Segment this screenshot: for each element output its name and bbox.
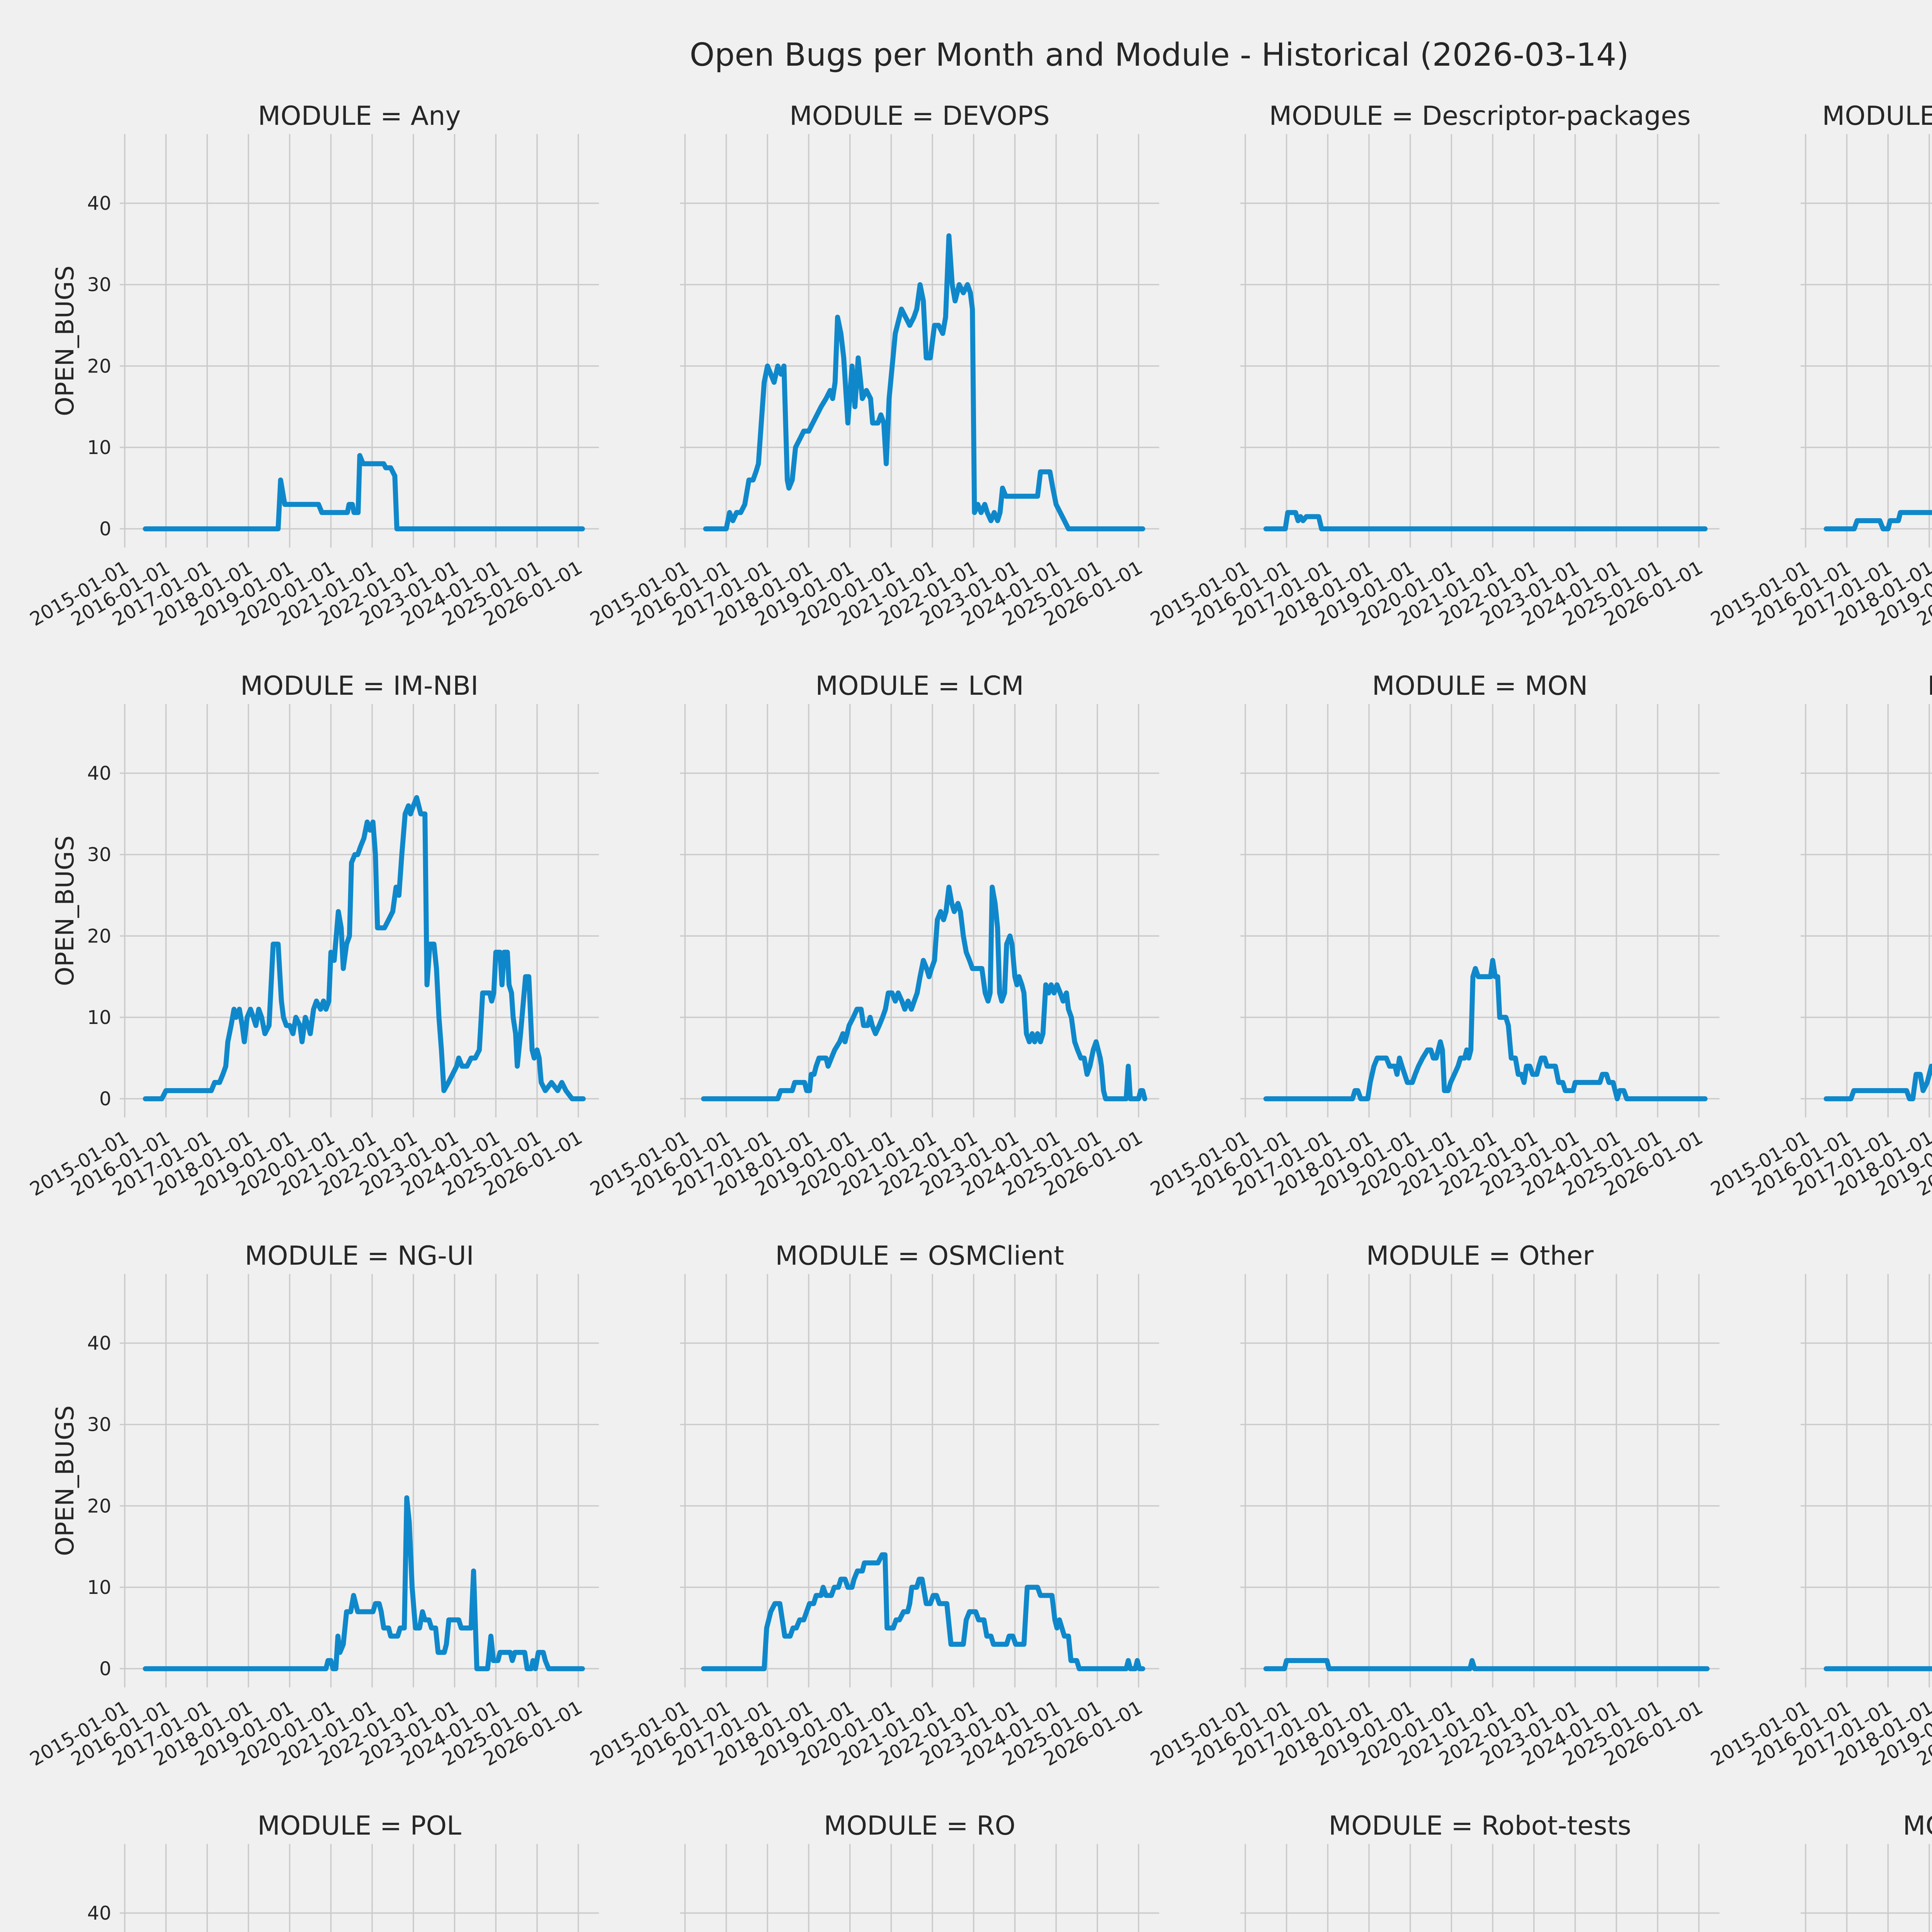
plot-svg-n2vc: 2015-01-012016-01-012017-01-012018-01-01… [1707, 704, 1932, 1201]
y-tick-label: 20 [87, 355, 111, 377]
facet-title-ro: MODULE = RO [823, 1811, 1016, 1841]
series-line-pla [1823, 1666, 1932, 1672]
facet-title-ng-ui: MODULE = NG-UI [245, 1241, 474, 1271]
facet-any: MODULE = Any 0 10 20 30 40 OPEN_BUGS 2015-01-01… [26, 99, 618, 662]
plot-svg-robot-tests: 2015-01-012016-01-012017-01-012018-01-01… [1240, 1844, 1719, 1932]
facet-robot-tests: MODULE = Robot-tests2015-01-012016-01-01… [1179, 1808, 1739, 1932]
facet-title-pla: MODULE = PLA [1801, 1238, 1932, 1274]
y-tick-label: 0 [99, 1088, 111, 1110]
facet-n2vc: MODULE = N2VC2015-01-012016-01-012017-01… [1707, 668, 1932, 1231]
facet-mon: MODULE = MON 2015-01-01 2016-01-01 2017-01-… [1147, 668, 1739, 1231]
facet-title-unknown: MODULE = Unknown [1903, 1811, 1932, 1841]
series-line-other [1263, 1658, 1710, 1672]
facet-title-im-nbi: MODULE = IM-NBI [240, 671, 479, 701]
y-axis-label: OPEN_BUGS [51, 1405, 80, 1556]
facet-title-robot-tests: MODULE = Robot-tests [1328, 1811, 1631, 1841]
facet-title-any: MODULE = Any [258, 101, 461, 131]
y-tick-label: 0 [99, 518, 111, 540]
plot-svg-documentation-wiki: 2015-01-012016-01-012017-01-012018-01-01… [1707, 134, 1932, 631]
y-tick-label: 30 [87, 274, 111, 296]
plot-svg-pla: 2015-01-012016-01-012017-01-012018-01-01… [1707, 1274, 1932, 1770]
facet-title-descriptor-packages: MODULE = Descriptor-packages [1269, 101, 1691, 131]
facet-documentation-wiki: MODULE = Documentation / Wiki2015-01-012… [1707, 99, 1932, 662]
facet-grid: MODULE = Any 0 10 20 30 40 OPEN_BUGS 2015-01-01… [0, 83, 1932, 1932]
y-axis-label: OPEN_BUGS [51, 265, 80, 416]
y-tick-label: 0 [99, 1658, 111, 1680]
facet-title-pol: MODULE = POL [257, 1811, 461, 1841]
facet-title-documentation-wiki: MODULE = Documentation / Wiki [1822, 101, 1932, 131]
plot-svg-im-nbi: 010203040OPEN_BUGS2015-01-012016-01-0120… [26, 704, 599, 1201]
y-tick-label: 40 [87, 762, 111, 784]
facet-im-nbi: MODULE = IM-NBI 0 10 20 30 40 OPEN_BUGS 2015-01… [26, 668, 618, 1231]
plot-svg-pol: 010203040OPEN_BUGS2015-01-012016-01-0120… [87, 1844, 599, 1932]
facet-descriptor-packages: MODULE = Descriptor-packages 2015-01-01 20… [1147, 99, 1739, 662]
plot-svg-ro: 2015-01-012016-01-012017-01-012018-01-01… [680, 1844, 1159, 1932]
facet-unknown: MODULE = Unknown 2015-01-012016-01-012017… [1739, 1808, 1932, 1932]
y-tick-label: 30 [87, 1414, 111, 1436]
y-tick-label: 20 [87, 1495, 111, 1517]
facet-devops: MODULE = DEVOPS 2015-01-01 2016-01-01 2017-… [587, 99, 1179, 662]
facet-title-lcm: MODULE = LCM [815, 671, 1024, 701]
y-tick-label: 10 [87, 1007, 111, 1029]
facet-osmclient: MODULE = OSMClient 2015-01-01 2016-01-01 20… [587, 1238, 1179, 1801]
plot-svg-lcm: 2015-01-012016-01-012017-01-012018-01-01… [587, 704, 1159, 1201]
series-line-mon [1263, 958, 1708, 1102]
plot-svg-mon: 2015-01-012016-01-012017-01-012018-01-01… [1147, 704, 1719, 1201]
y-tick-label: 40 [87, 1902, 111, 1924]
facet-title-n2vc: MODULE = N2VC [1801, 668, 1932, 704]
plot-svg-ng-ui: 010203040OPEN_BUGS2015-01-012016-01-0120… [26, 1274, 599, 1770]
series-line-devops [703, 233, 1145, 532]
series-line-osmclient [701, 1552, 1145, 1672]
facet-title-devops: MODULE = DEVOPS [789, 101, 1050, 131]
plot-svg-osmclient: 2015-01-012016-01-012017-01-012018-01-01… [587, 1274, 1159, 1770]
figure-title: Open Bugs per Month and Module - Histori… [689, 37, 1629, 73]
facet-lcm: MODULE = LCM 2015-01-01 2016-01-01 2017-01-… [587, 668, 1179, 1231]
y-tick-label: 10 [87, 1577, 111, 1599]
plot-svg-descriptor-packages: 2015-01-012016-01-012017-01-012018-01-01… [1147, 134, 1719, 631]
series-line-descriptor-packages [1263, 510, 1708, 532]
y-tick-label: 40 [87, 1332, 111, 1354]
series-line-ng-ui [143, 1495, 585, 1672]
facet-other: MODULE = Other 2015-01-01 2016-01-01 2017-0… [1147, 1238, 1739, 1801]
facet-title-other: MODULE = Other [1366, 1241, 1594, 1271]
plot-svg-other: 2015-01-012016-01-012017-01-012018-01-01… [1147, 1274, 1719, 1770]
series-line-n2vc [1823, 1063, 1932, 1102]
y-axis-label: OPEN_BUGS [51, 835, 80, 986]
series-line-lcm [701, 884, 1148, 1102]
series-line-documentation-wiki [1823, 510, 1932, 532]
plot-svg-devops: 2015-01-012016-01-012017-01-012018-01-01… [587, 134, 1159, 631]
y-tick-label: 40 [87, 192, 111, 214]
facet-ro: MODULE = RO2015-01-012016-01-012017-01-0… [618, 1808, 1179, 1932]
facet-pla: MODULE = PLA2015-01-012016-01-012017-01-… [1707, 1238, 1932, 1801]
y-tick-label: 10 [87, 437, 111, 459]
y-tick-label: 30 [87, 844, 111, 866]
facet-pol: MODULE = POL010203040OPEN_BUGS2015-01-01… [58, 1808, 618, 1932]
y-tick-label: 20 [87, 925, 111, 947]
series-line-any [143, 453, 585, 532]
facet-title-osmclient: MODULE = OSMClient [775, 1241, 1064, 1271]
plot-svg-any: 010203040OPEN_BUGS2015-01-012016-01-0120… [26, 134, 599, 631]
facet-ng-ui: MODULE = NG-UI 0 10 20 30 40 OPEN_BUGS 2015-01-… [26, 1238, 618, 1801]
plot-svg-unknown: 2015-01-012016-01-012017-01-012018-01-01… [1801, 1844, 1932, 1932]
facet-title-mon: MODULE = MON [1372, 671, 1588, 701]
series-line-im-nbi [143, 795, 586, 1102]
